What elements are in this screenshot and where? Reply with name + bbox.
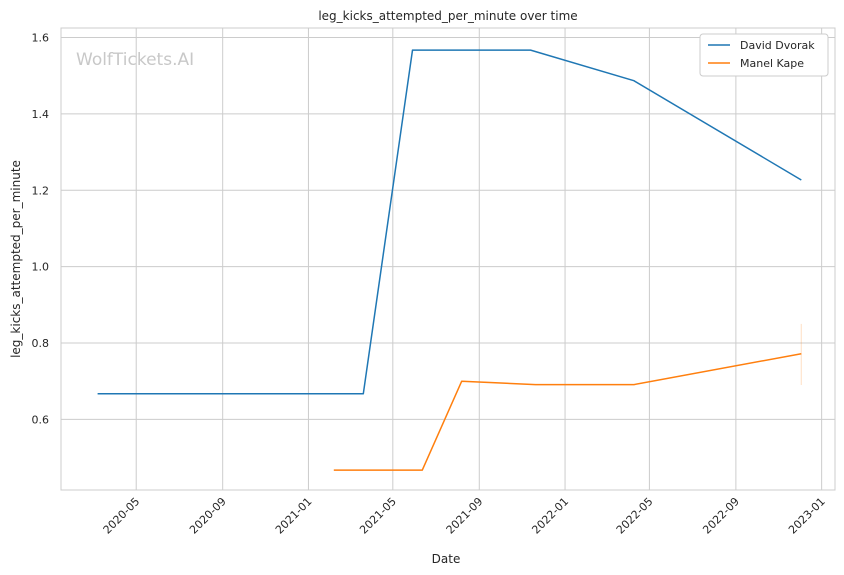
legend-box <box>699 33 829 77</box>
y-tick-label: 1.0 <box>32 261 50 274</box>
y-tick-label: 0.8 <box>32 337 50 350</box>
x-axis-label: Date <box>432 552 461 566</box>
x-tick-label: 2021-05 <box>357 495 399 537</box>
plot-background <box>61 28 835 490</box>
x-tick-label: 2022-09 <box>700 495 742 537</box>
plot-frame <box>60 27 836 491</box>
grid <box>61 28 835 490</box>
x-tick-label: 2021-09 <box>444 495 486 537</box>
x-tick-label: 2023-01 <box>786 495 828 537</box>
series-group <box>97 49 802 471</box>
watermark: WolfTickets.AI <box>76 50 194 70</box>
y-tick-label: 1.2 <box>32 184 50 197</box>
series-line-0 <box>97 49 802 395</box>
series-line-1 <box>333 352 802 471</box>
x-tick-label: 2021-01 <box>273 495 315 537</box>
x-tick-label: 2020-05 <box>101 495 143 537</box>
x-tick-label: 2020-09 <box>187 495 229 537</box>
legend-label-1: Manel Kape <box>740 57 804 70</box>
x-tick-label: 2022-01 <box>529 495 571 537</box>
x-tick-labels: 2020-05 2020-09 2021-01 2021-05 2021-09 2022-… <box>101 495 828 537</box>
chart-title: leg_kicks_attempted_per_minute over time <box>318 9 577 23</box>
y-tick-label: 1.6 <box>32 32 50 45</box>
x-tick-label: 2022-05 <box>614 495 656 537</box>
y-axis-label: leg_kicks_attempted_per_minute <box>9 160 23 358</box>
legend: David Dvorak Manel Kape <box>699 33 829 77</box>
y-tick-labels: 0.6 0.8 1.0 1.2 1.4 1.6 <box>32 32 50 427</box>
legend-label-0: David Dvorak <box>740 39 815 52</box>
y-tick-label: 0.6 <box>32 413 50 426</box>
y-tick-label: 1.4 <box>32 108 50 121</box>
